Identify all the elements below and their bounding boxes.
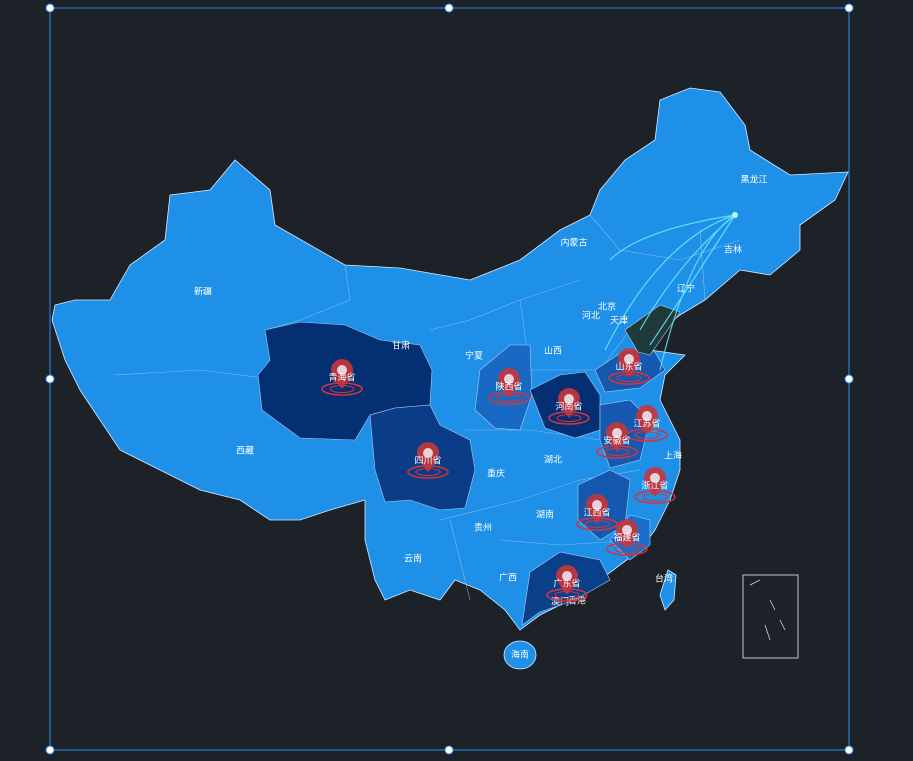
inset-islands: [749, 579, 786, 641]
marker-label: 江西省: [583, 507, 610, 519]
resize-handle[interactable]: [444, 745, 454, 755]
region-label: 广西: [499, 572, 517, 584]
region-label: 河北: [582, 310, 600, 322]
marker-dot: [642, 411, 652, 421]
region-label: 重庆: [487, 468, 505, 480]
marker-dot: [592, 500, 602, 510]
handles: [45, 3, 854, 755]
marker-label: 江苏省: [633, 418, 660, 430]
region-label: 山西: [544, 346, 562, 357]
region-label: 宁夏: [465, 350, 483, 362]
region-label: 吉林: [724, 244, 742, 256]
marker-dot: [612, 428, 622, 438]
marker-label: 安徽省: [603, 435, 630, 447]
resize-handle[interactable]: [45, 374, 55, 384]
resize-handle[interactable]: [444, 3, 454, 13]
marker-label: 陕西省: [495, 381, 522, 393]
marker-dot: [504, 374, 514, 384]
region-label: 天津: [610, 316, 628, 327]
region-label: 上海: [664, 450, 682, 462]
marker-dot: [337, 365, 347, 375]
marker-label: 福建省: [613, 532, 640, 544]
bohai-area: [624, 304, 681, 356]
marker-dot: [622, 525, 632, 535]
region-label: 海南: [511, 649, 529, 661]
resize-handle[interactable]: [45, 745, 55, 755]
marker-label: 浙江省: [641, 480, 668, 492]
region-label: 辽宁: [677, 283, 695, 295]
marker-label: 青海省: [328, 372, 355, 384]
region-label: 台湾: [655, 573, 673, 585]
flow-lines: [604, 214, 736, 371]
resize-handle[interactable]: [45, 3, 55, 13]
region-label: 黑龙江: [740, 174, 767, 186]
region-label: 湖南: [536, 509, 554, 521]
region-label: 甘肃: [392, 340, 410, 352]
marker-dot: [423, 448, 433, 458]
resize-handle[interactable]: [844, 745, 854, 755]
flow-origin: [732, 212, 738, 218]
resize-handle[interactable]: [844, 374, 854, 384]
marker-label: 山东省: [615, 361, 642, 373]
region-label: 贵州: [474, 522, 492, 534]
region-label: 北京: [598, 301, 616, 313]
region-label: 新疆: [194, 286, 212, 298]
region-label: 内蒙古: [560, 237, 587, 249]
region-label: 云南: [404, 553, 422, 565]
marker-dot: [624, 354, 634, 364]
taiwan: [659, 569, 677, 611]
marker-label: 广东省: [553, 578, 580, 590]
marker-dot: [650, 473, 660, 483]
marker-label: 四川省: [414, 455, 441, 467]
resize-handle[interactable]: [844, 3, 854, 13]
marker-dot: [562, 571, 572, 581]
inset-box: [742, 574, 799, 659]
region-label: 湖北: [544, 455, 562, 466]
marker-label: 河南省: [555, 401, 582, 413]
marker-dot: [564, 394, 574, 404]
hainan: [503, 640, 537, 670]
region-label: 西藏: [236, 445, 254, 457]
